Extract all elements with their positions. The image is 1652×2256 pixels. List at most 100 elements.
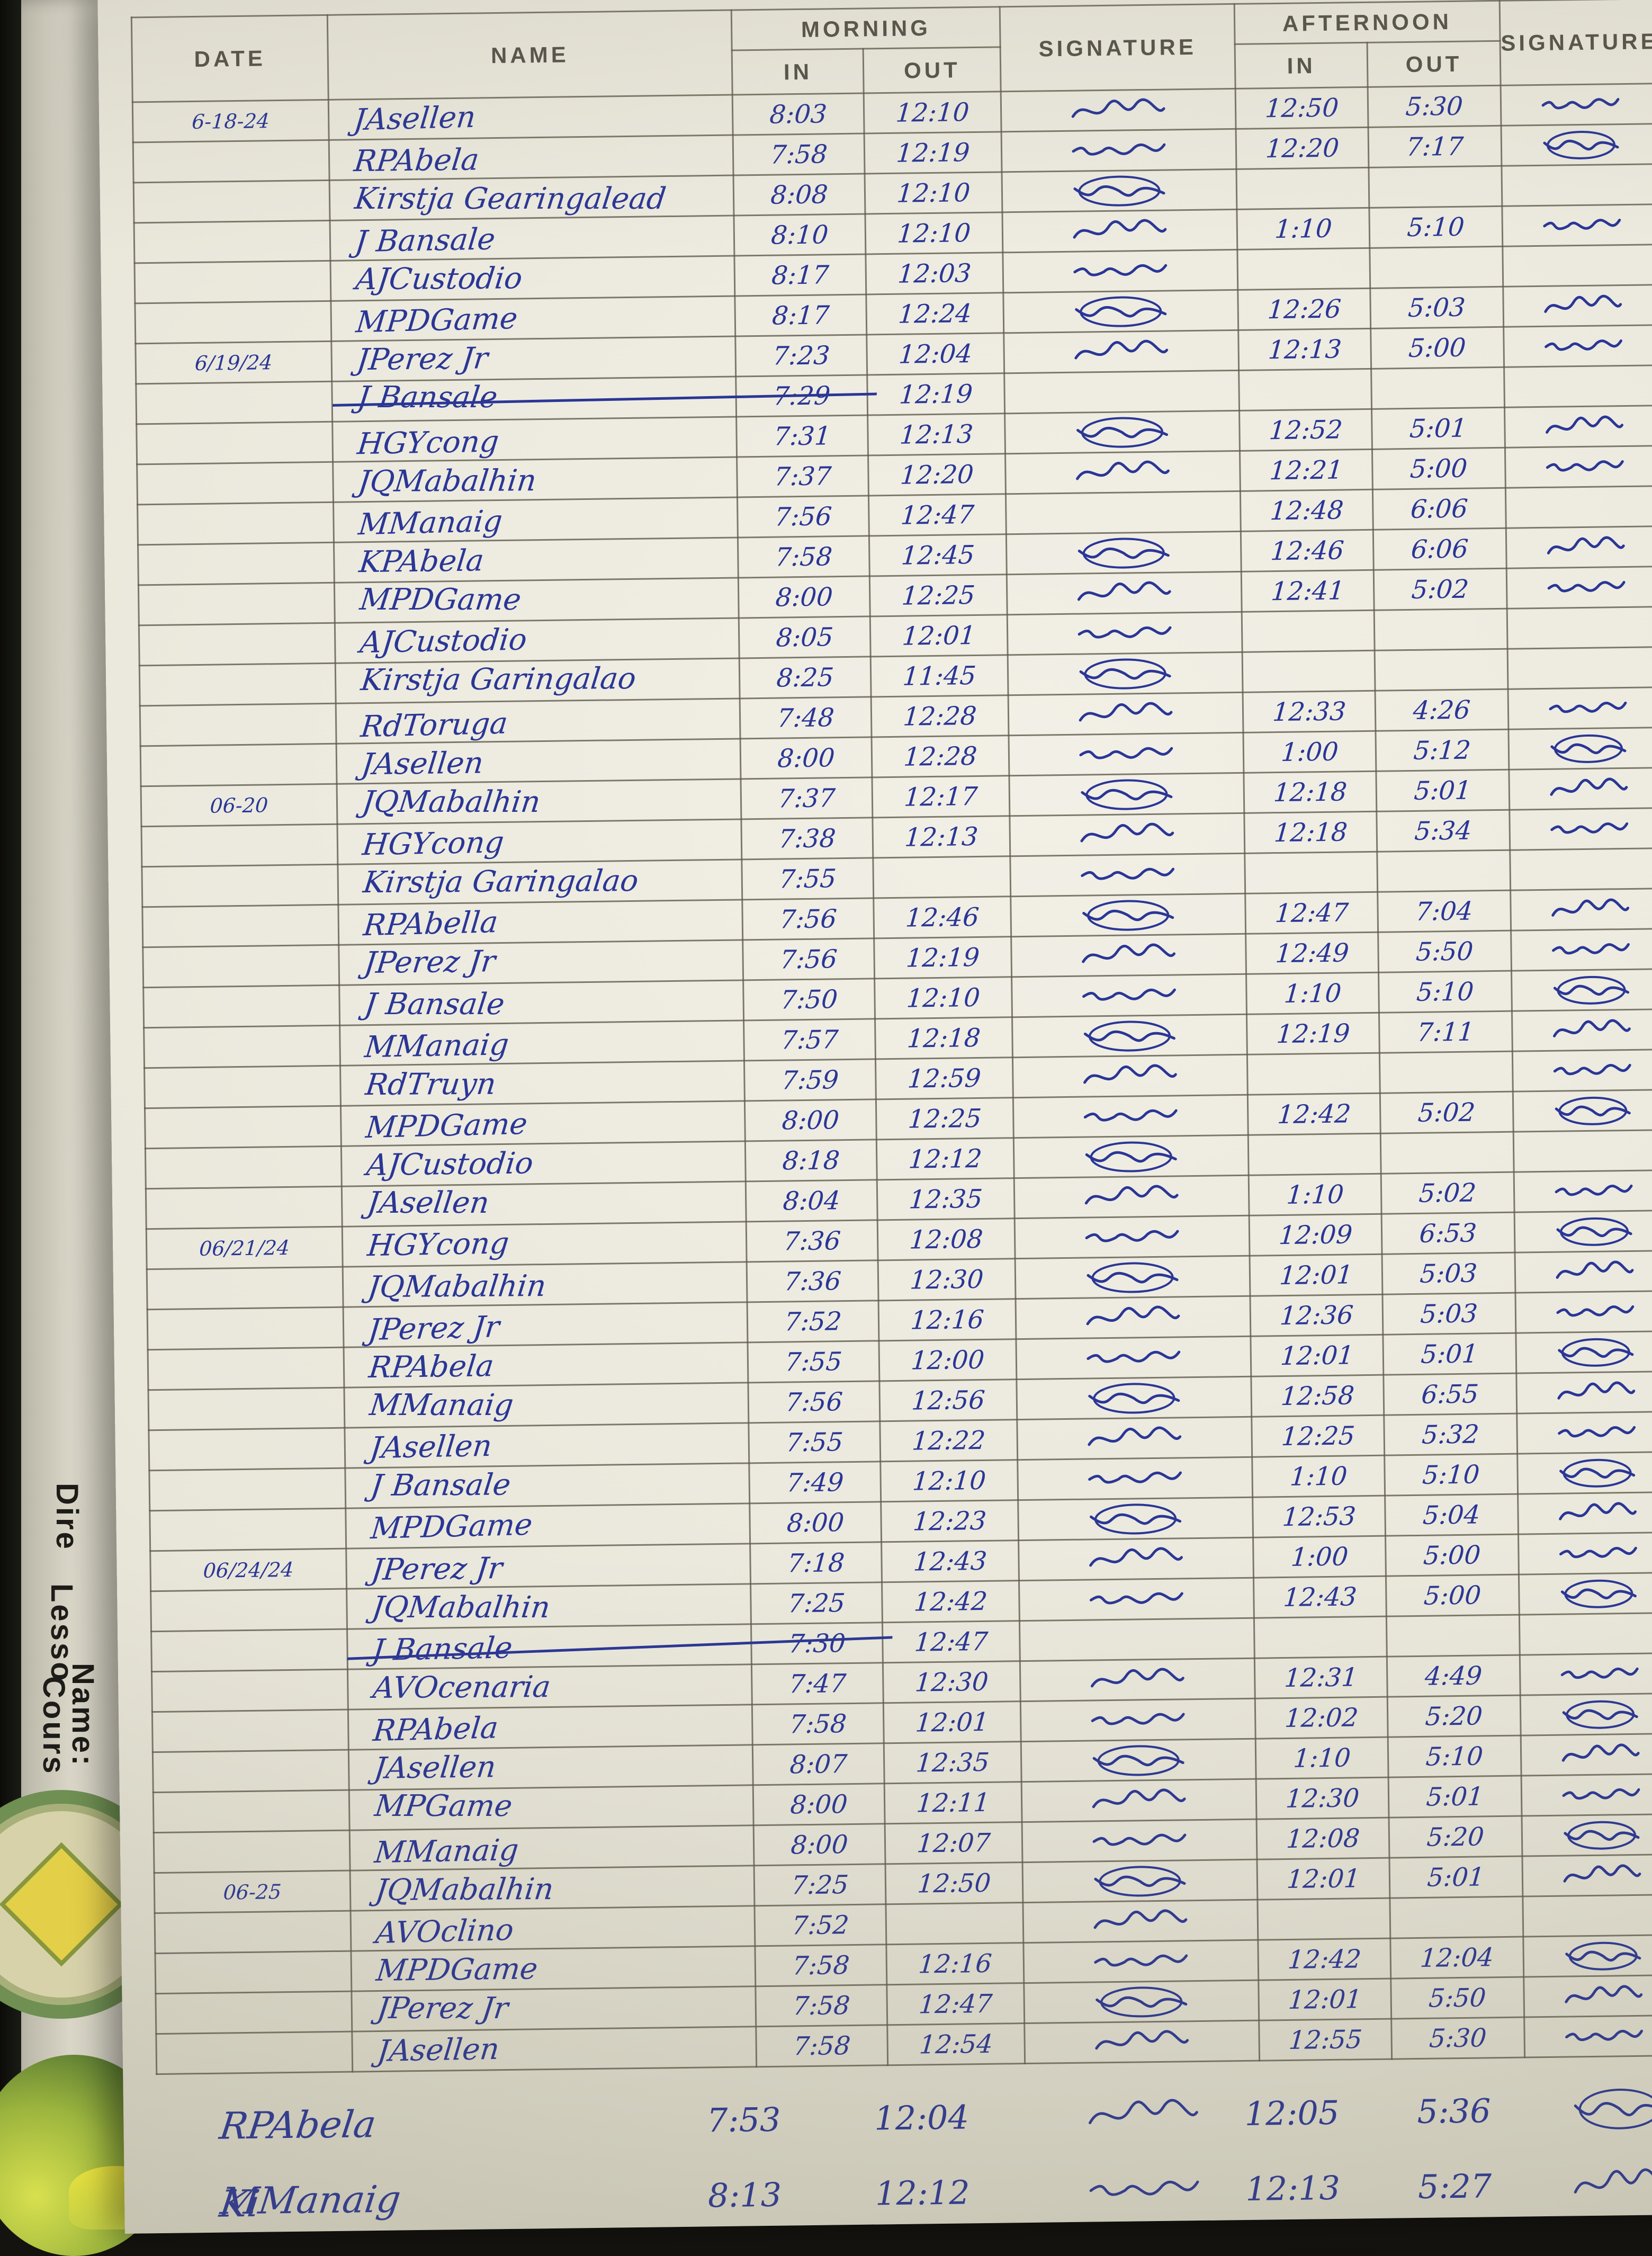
afternoon-signature-scribble bbox=[1518, 1458, 1652, 1488]
morning-in-cell: 7:37 bbox=[777, 783, 837, 814]
attendance-row: AJCustodio 8:05 12:01 bbox=[139, 606, 1652, 666]
afternoon-in-cell bbox=[1249, 1153, 1380, 1155]
afternoon-out-cell: 5:01 bbox=[1408, 413, 1468, 444]
attendance-row: 06/24/24 JPerez Jr 7:18 12:43 1:00 5:00 bbox=[150, 1532, 1652, 1591]
afternoon-signature-scribble bbox=[1523, 1861, 1652, 1889]
morning-signature-scribble bbox=[1003, 175, 1236, 207]
afternoon-in-cell bbox=[1238, 268, 1369, 270]
afternoon-out-cell: 5:20 bbox=[1425, 1821, 1485, 1852]
morning-in-cell: 7:29 bbox=[772, 380, 832, 411]
afternoon-out-cell: 7:11 bbox=[1416, 1017, 1476, 1048]
afternoon-in-cell: 12:49 bbox=[1274, 937, 1350, 969]
date-cell bbox=[152, 1649, 347, 1651]
morning-out-cell: 12:20 bbox=[899, 459, 975, 490]
morning-signature-scribble bbox=[1018, 1382, 1251, 1414]
date-cell bbox=[146, 1166, 340, 1168]
morning-out-cell: 12:11 bbox=[915, 1787, 991, 1819]
attendance-row: JAsellen 8:00 12:28 1:00 5:12 bbox=[140, 727, 1652, 786]
morning-out-cell: 12:50 bbox=[916, 1868, 992, 1899]
afternoon-out-cell: 5:02 bbox=[1418, 1178, 1478, 1208]
name-cell: MManaig bbox=[373, 1832, 520, 1870]
attendance-row: JQMabalhin 7:37 12:20 12:21 5:00 bbox=[137, 445, 1652, 505]
morning-signature-scribble bbox=[1017, 1342, 1250, 1373]
name-cell: JAsellen bbox=[372, 1749, 498, 1786]
morning-out-cell: 12:47 bbox=[900, 499, 975, 531]
afternoon-signature-scribble bbox=[1514, 1150, 1652, 1152]
col-header-out-pm: OUT bbox=[1367, 41, 1501, 87]
name-cell: Kirstja Garingalao bbox=[361, 863, 640, 900]
morning-out-cell: 12:42 bbox=[913, 1586, 989, 1617]
morning-in-cell: 7:55 bbox=[784, 1346, 843, 1377]
afternoon-in-cell: 12:18 bbox=[1272, 776, 1348, 808]
morning-out-cell: 12:03 bbox=[896, 258, 973, 289]
date-cell bbox=[139, 562, 333, 565]
morning-signature-scribble bbox=[1002, 135, 1235, 165]
morning-in-cell: 7:23 bbox=[771, 340, 831, 371]
afternoon-signature-scribble bbox=[1512, 975, 1652, 1005]
afternoon-signature-scribble bbox=[1510, 816, 1652, 843]
morning-out-cell: 12:47 bbox=[913, 1626, 989, 1658]
afternoon-in-cell: 12:25 bbox=[1280, 1420, 1356, 1452]
attendance-row: 06-20 JQMabalhin 7:37 12:17 12:18 5:01 bbox=[141, 767, 1652, 827]
afternoon-in-cell: 12:43 bbox=[1282, 1581, 1358, 1613]
morning-out-cell: 12:19 bbox=[895, 137, 971, 168]
attendance-row: J Bansale 8:10 12:10 1:10 5:10 bbox=[134, 204, 1652, 263]
morning-out-cell: 12:04 bbox=[874, 2097, 969, 2138]
morning-out-cell: 12:00 bbox=[910, 1345, 986, 1376]
afternoon-in-cell: 12:01 bbox=[1279, 1340, 1355, 1371]
attendance-table: DATE NAME MORNING SIGNATURE AFTERNOON SI… bbox=[131, 0, 1652, 2075]
morning-out-cell: 12:01 bbox=[901, 620, 977, 651]
morning-signature-scribble bbox=[1014, 1141, 1247, 1172]
attendance-row: MPDGame 8:00 12:23 12:53 5:04 bbox=[149, 1492, 1652, 1551]
attendance-row: JPerez Jr 7:56 12:19 12:49 5:50 bbox=[142, 928, 1652, 988]
afternoon-signature-scribble bbox=[1512, 936, 1652, 964]
afternoon-in-cell bbox=[1243, 670, 1374, 672]
morning-signature-scribble bbox=[1018, 1423, 1251, 1453]
morning-signature-scribble bbox=[1014, 1101, 1247, 1131]
afternoon-out-cell: 5:03 bbox=[1418, 1258, 1478, 1289]
afternoon-signature-scribble bbox=[1508, 627, 1652, 629]
afternoon-signature-scribble bbox=[1515, 1217, 1652, 1246]
attendance-row: J Bansale 7:50 12:10 1:10 5:10 bbox=[143, 969, 1652, 1028]
attendance-row: RPAbela 7:58 12:01 12:02 5:20 bbox=[152, 1693, 1652, 1752]
date-cell bbox=[141, 723, 335, 726]
partial-bottom-name: Ki bbox=[217, 2181, 263, 2226]
morning-in-cell: 7:38 bbox=[777, 823, 837, 854]
morning-signature-scribble bbox=[1003, 216, 1236, 246]
afternoon-in-cell: 12:01 bbox=[1286, 1863, 1361, 1894]
afternoon-out-cell bbox=[1391, 1917, 1522, 1918]
afternoon-out-cell: 5:10 bbox=[1406, 212, 1466, 243]
afternoon-out-cell: 5:02 bbox=[1411, 574, 1470, 605]
afternoon-signature-scribble bbox=[1524, 1914, 1652, 1917]
morning-out-cell: 11:45 bbox=[902, 660, 977, 692]
morning-signature-scribble bbox=[1023, 1825, 1256, 1856]
attendance-row: RPAbella 7:56 12:46 12:47 7:04 bbox=[142, 888, 1652, 947]
morning-signature-scribble bbox=[1011, 860, 1244, 890]
afternoon-in-cell: 1:10 bbox=[1273, 213, 1333, 244]
morning-in-cell: 7:55 bbox=[785, 1427, 845, 1458]
afternoon-signature-scribble bbox=[1515, 1258, 1652, 1285]
morning-in-cell: 7:49 bbox=[785, 1467, 845, 1498]
morning-signature-scribble bbox=[1021, 1638, 1254, 1641]
morning-signature-scribble bbox=[1042, 2151, 1246, 2229]
morning-in-cell: 8:00 bbox=[781, 1105, 841, 1136]
morning-signature-scribble bbox=[1007, 511, 1240, 514]
attendance-row: 06-25 JQMabalhin 7:25 12:50 12:01 5:01 bbox=[154, 1854, 1652, 1913]
morning-out-cell: 12:30 bbox=[914, 1667, 990, 1698]
morning-in-cell: 7:36 bbox=[783, 1266, 842, 1297]
afternoon-out-cell: 5:10 bbox=[1421, 1459, 1481, 1490]
afternoon-out-cell bbox=[1376, 669, 1506, 670]
afternoon-in-cell: 12:01 bbox=[1287, 1984, 1363, 2015]
afternoon-out-cell: 4:49 bbox=[1424, 1660, 1484, 1691]
date-cell bbox=[138, 482, 333, 484]
name-cell: RdTruyn bbox=[363, 1067, 498, 1102]
name-cell: RPAbella bbox=[362, 905, 500, 943]
name-cell: J Bansale bbox=[331, 380, 738, 415]
afternoon-signature-scribble bbox=[1509, 695, 1652, 722]
attendance-row: AJCustodio 8:18 12:12 bbox=[145, 1130, 1652, 1189]
afternoon-out-cell: 5:00 bbox=[1409, 453, 1469, 484]
afternoon-signature-scribble bbox=[1503, 265, 1652, 267]
date-cell bbox=[143, 884, 337, 887]
morning-in-cell: 7:58 bbox=[792, 1990, 851, 2021]
morning-in-cell: 7:56 bbox=[774, 501, 833, 532]
